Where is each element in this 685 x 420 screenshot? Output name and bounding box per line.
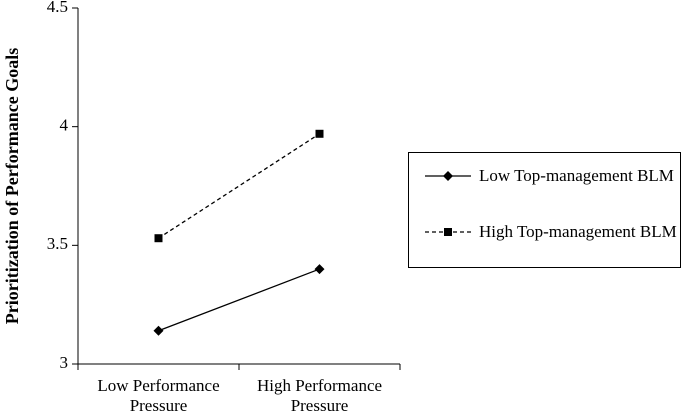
y-tick-label: 4.5 [47,0,68,16]
marker [443,171,453,181]
legend-entry: Low Top-management BLM [423,165,685,187]
y-axis-label: Prioritization of Performance Goals [2,48,22,324]
marker [314,264,325,275]
x-tick-label: High Performance Pressure [256,376,383,415]
series-line [158,133,320,239]
y-tick-label: 4 [60,116,69,135]
legend-entry: High Top-management BLM [423,221,685,243]
legend-label: Low Top-management BLM [479,166,674,185]
x-tick-label: Low Performance Pressure [97,376,220,415]
legend-label: High Top-management BLM [479,222,677,241]
legend-swatch [425,228,471,236]
y-tick-label: 3 [60,353,69,372]
legend: Low Top-management BLM High Top-managemen… [408,152,681,268]
marker [315,129,324,138]
marker [154,234,163,243]
marker [153,325,164,336]
series-line [158,268,320,332]
marker [444,228,452,236]
legend-swatch [425,171,471,181]
y-tick-label: 3.5 [47,234,68,253]
